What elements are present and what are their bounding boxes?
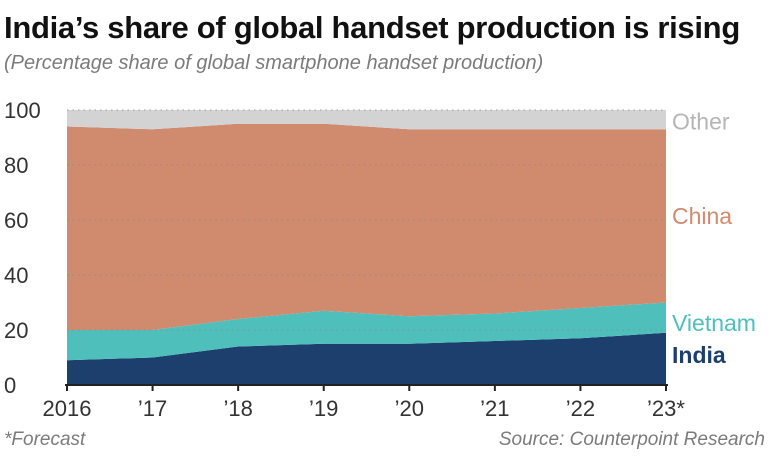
area-layers <box>67 110 666 385</box>
area-other <box>67 110 666 130</box>
area-vietnam <box>67 302 666 361</box>
y-tick-label: 100 <box>4 98 41 123</box>
y-tick-label: 20 <box>4 318 28 343</box>
area-china <box>67 123 666 330</box>
y-tick-label: 80 <box>4 153 28 178</box>
y-tick-label: 0 <box>4 373 16 398</box>
source-note: Source: Counterpoint Research <box>498 429 765 450</box>
chart-title: India’s share of global handset producti… <box>4 10 740 45</box>
series-label-other: Other <box>672 109 730 135</box>
x-tick-label: ’21 <box>480 396 509 421</box>
x-tick-labels: 2016 ’17 ’18 ’19 ’20 ’21 ’22 ’23* <box>43 396 686 421</box>
series-label-vietnam: Vietnam <box>672 310 756 336</box>
x-tick-label: ’17 <box>138 396 167 421</box>
forecast-footnote: *Forecast <box>4 429 86 450</box>
series-label-india: India <box>672 342 726 368</box>
series-labels: India Vietnam China Other <box>672 109 756 368</box>
y-tick-label: 60 <box>4 208 28 233</box>
area-india <box>67 332 666 385</box>
x-tick-label: ’20 <box>395 396 424 421</box>
gridlines <box>67 109 666 331</box>
x-tick-label: ’23* <box>647 396 685 421</box>
x-tick-label: 2016 <box>43 396 92 421</box>
y-tick-labels: 0 20 40 60 80 100 <box>4 98 41 398</box>
x-tick-label: ’18 <box>223 396 252 421</box>
y-tick-label: 40 <box>4 263 28 288</box>
series-label-china: China <box>672 203 732 229</box>
x-tick-label: ’19 <box>309 396 338 421</box>
chart-subtitle: (Percentage share of global smartphone h… <box>4 52 544 74</box>
x-tick-label: ’22 <box>566 396 595 421</box>
